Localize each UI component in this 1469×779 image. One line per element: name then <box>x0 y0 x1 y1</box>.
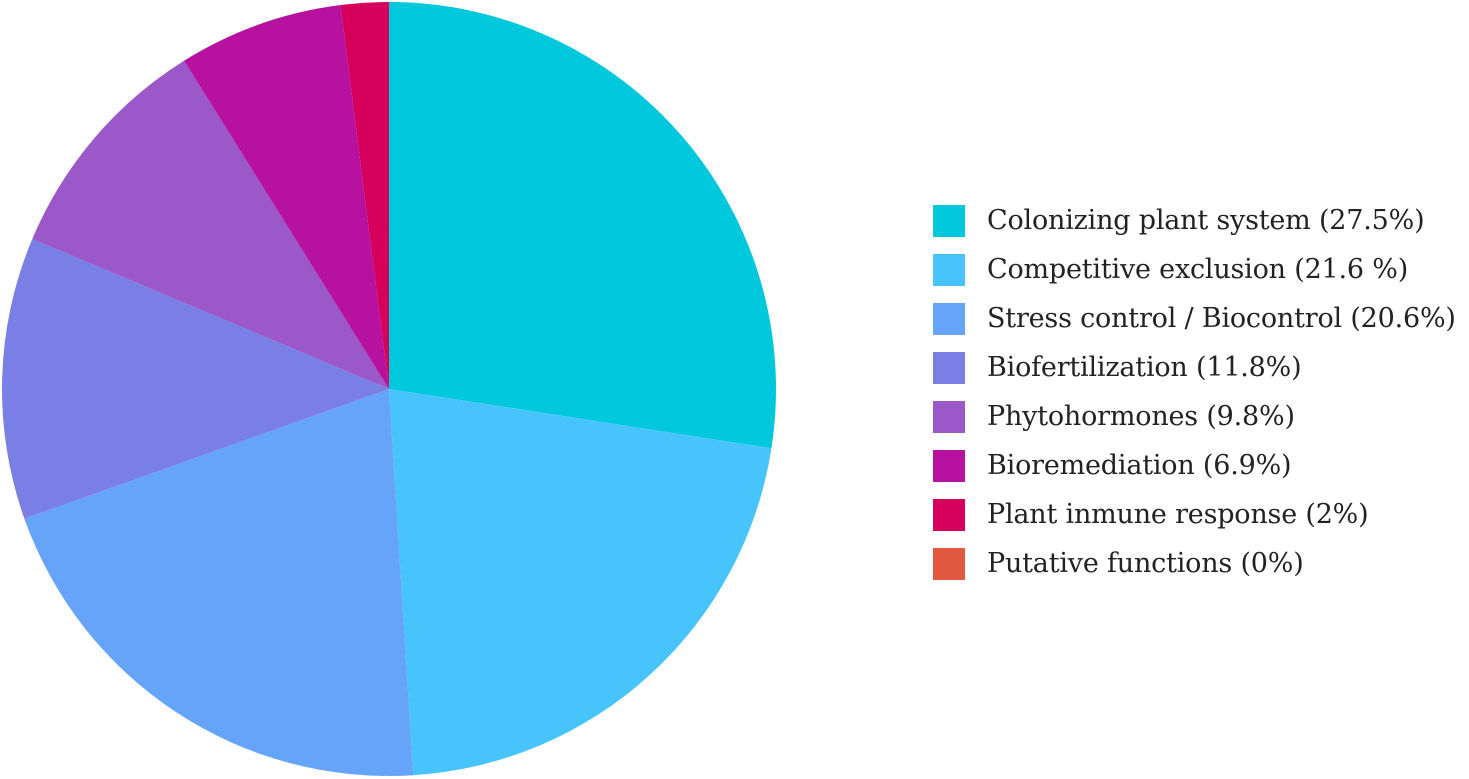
legend-item: Phytohormones (9.8%) <box>933 392 1463 441</box>
legend-item: Stress control / Biocontrol (20.6%) <box>933 294 1463 343</box>
legend-swatch <box>933 547 965 580</box>
legend-label: Colonizing plant system (27.5%) <box>987 205 1425 236</box>
legend-swatch <box>933 302 965 335</box>
legend-label: Competitive exclusion (21.6 %) <box>987 254 1409 285</box>
legend-item: Competitive exclusion (21.6 %) <box>933 245 1463 294</box>
legend-label: Stress control / Biocontrol (20.6%) <box>987 303 1456 334</box>
legend-item: Plant inmune response (2%) <box>933 490 1463 539</box>
legend-swatch <box>933 253 965 286</box>
legend-label: Bioremediation (6.9%) <box>987 450 1292 481</box>
legend-label: Phytohormones (9.8%) <box>987 401 1295 432</box>
legend-item: Bioremediation (6.9%) <box>933 441 1463 490</box>
legend-swatch <box>933 204 965 237</box>
legend-swatch <box>933 449 965 482</box>
legend-label: Putative functions (0%) <box>987 548 1304 579</box>
legend-label: Biofertilization (11.8%) <box>987 352 1302 383</box>
legend-item: Putative functions (0%) <box>933 539 1463 588</box>
legend-label: Plant inmune response (2%) <box>987 499 1369 530</box>
pie-slice-4 <box>1 238 389 519</box>
pie-slice-5 <box>32 60 390 389</box>
pie-slice-2 <box>389 389 772 776</box>
legend: Colonizing plant system (27.5%) Competiti… <box>933 196 1463 588</box>
legend-swatch <box>933 351 965 384</box>
pie-slices <box>1 2 776 776</box>
pie-slice-1 <box>389 2 776 449</box>
legend-item: Colonizing plant system (27.5%) <box>933 196 1463 245</box>
legend-item: Biofertilization (11.8%) <box>933 343 1463 392</box>
legend-swatch <box>933 498 965 531</box>
pie-slice-7 <box>340 2 389 389</box>
legend-swatch <box>933 400 965 433</box>
pie-slice-3 <box>24 389 414 776</box>
pie-slice-6 <box>184 5 389 389</box>
